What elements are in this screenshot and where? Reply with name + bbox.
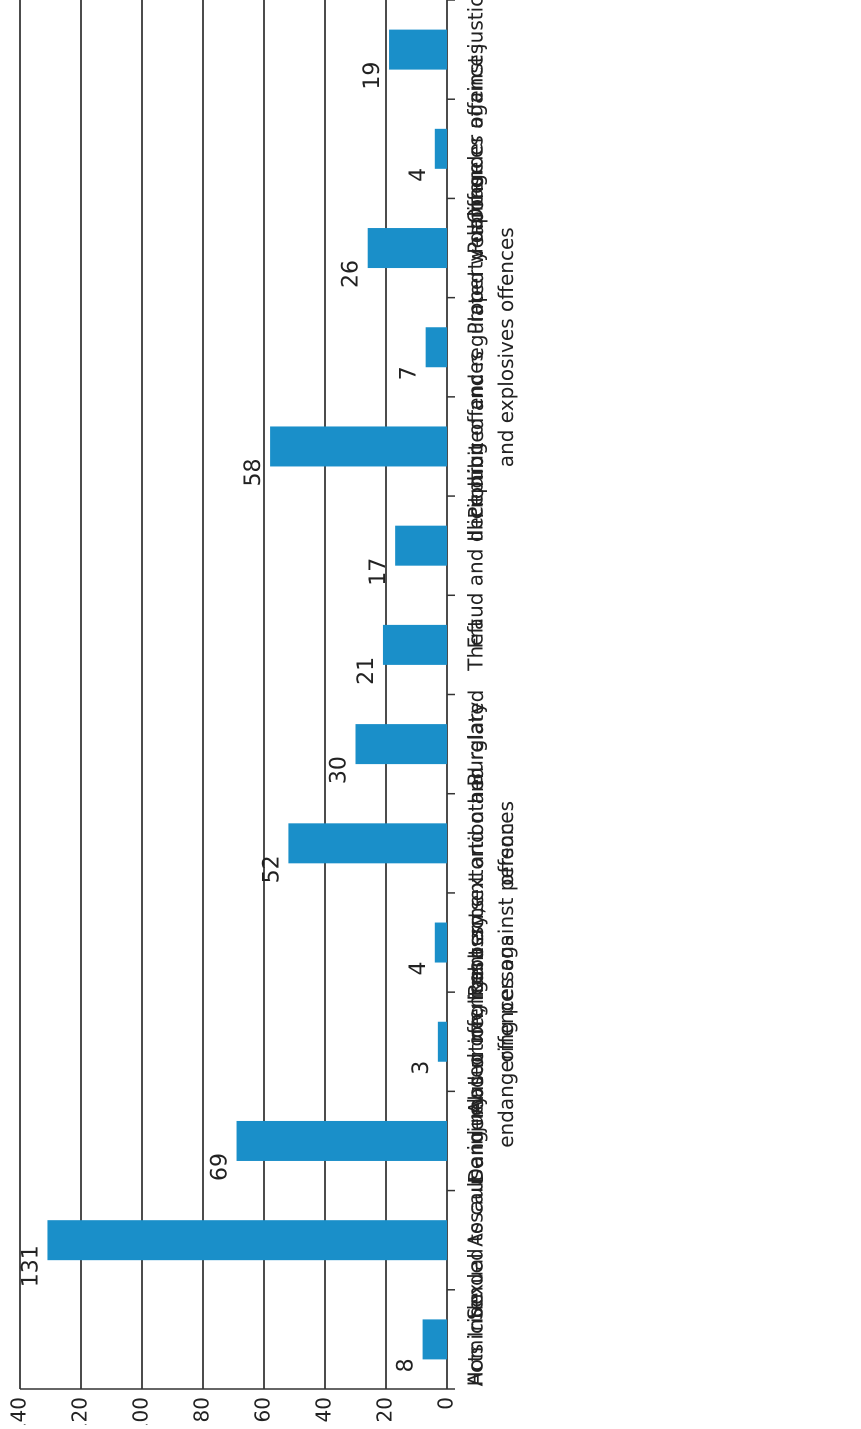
value-label: 26 xyxy=(339,260,364,288)
x-tick-label: Theft xyxy=(464,619,488,672)
value-label: 17 xyxy=(366,558,391,586)
x-tick-label: Property damage xyxy=(464,162,488,335)
bar xyxy=(382,624,448,665)
value-label: 8 xyxy=(394,1358,419,1372)
y-tick-label: 60 xyxy=(251,1397,275,1422)
bar xyxy=(425,327,447,368)
bar xyxy=(47,1220,447,1261)
x-tick-label: Prohibited and regulated weapons and expl… xyxy=(464,176,518,519)
value-label: 19 xyxy=(360,62,385,90)
value-label: 131 xyxy=(18,1245,43,1287)
x-tick-label: Abduction, harrassment and other offences… xyxy=(464,770,518,1115)
bar xyxy=(236,1120,447,1161)
y-tick-label: 140 xyxy=(7,1397,31,1425)
y-tick-label: 80 xyxy=(190,1397,214,1422)
bar xyxy=(395,525,447,566)
x-tick-label: Robbery, extortion and related offences xyxy=(464,690,518,997)
y-tick-label: 40 xyxy=(312,1397,336,1422)
value-label: 52 xyxy=(259,855,284,883)
bar xyxy=(434,128,447,169)
value-label: 4 xyxy=(406,962,431,976)
y-tick-label: 20 xyxy=(373,1397,397,1422)
value-label: 21 xyxy=(354,657,379,685)
bar xyxy=(434,922,447,963)
bar xyxy=(422,1319,448,1360)
bar xyxy=(288,823,447,864)
y-tick-label: 100 xyxy=(129,1397,153,1425)
x-tick-label: Dangerous or negligent acts endangering p… xyxy=(464,900,518,1184)
bar xyxy=(389,29,447,70)
x-tick-label: Sexual Assault and related offences xyxy=(464,962,488,1320)
x-tick-label: Acts Intended to cause injury xyxy=(464,1094,488,1387)
value-label: 69 xyxy=(208,1153,233,1181)
bar xyxy=(367,228,448,269)
x-tick-label: Burglary xyxy=(464,702,488,787)
y-tick-label: 120 xyxy=(68,1397,92,1425)
x-tick-label: Fraud and deception xyxy=(464,443,488,649)
value-label: 4 xyxy=(406,168,431,182)
value-label: 58 xyxy=(241,458,266,486)
bar xyxy=(270,426,447,467)
value-label: 3 xyxy=(409,1061,434,1075)
bar xyxy=(355,724,447,765)
y-tick-label: 0 xyxy=(434,1397,458,1410)
x-tick-label: Illicit drug offences xyxy=(464,351,488,542)
value-label: 7 xyxy=(397,366,422,380)
x-tick-label: Offences against justice procedure xyxy=(464,0,488,224)
value-label: 30 xyxy=(327,756,352,784)
bar xyxy=(437,1021,448,1062)
rotated-plot: 0 20 40 60 80 100 120 140 Homicide 8 Acts Intended… xyxy=(7,0,518,1429)
x-tick-label: Public order offences xyxy=(464,44,488,254)
x-tick-label: Homicide xyxy=(464,1292,488,1386)
